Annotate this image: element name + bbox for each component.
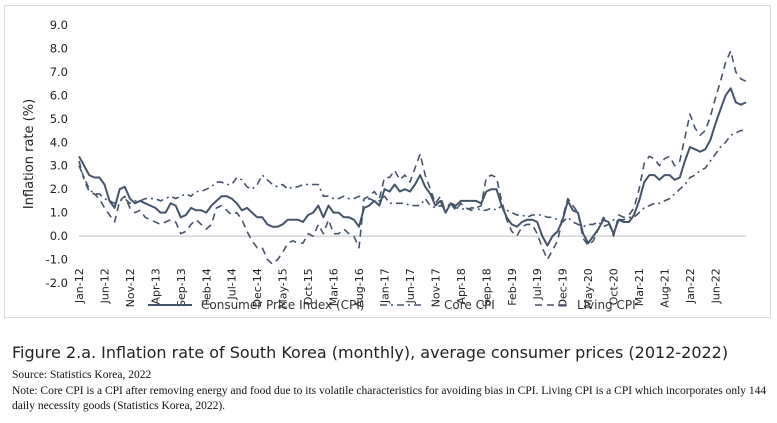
y-tick-label: 2.0 (50, 182, 68, 196)
x-tick-label: Apr-13 (149, 268, 162, 304)
x-tick-label: Nov-12 (124, 268, 137, 307)
y-tick-label: 5.0 (50, 112, 68, 126)
x-tick-label: Sep-18 (480, 268, 493, 307)
y-tick-label: 9.0 (50, 18, 68, 32)
x-tick-label: Aug-21 (659, 268, 672, 307)
legend-core-cpi-label: Core CPI (444, 298, 495, 312)
y-tick-label: 7.0 (50, 65, 68, 79)
figure-source: Source: Statistics Korea, 2022 (12, 369, 152, 381)
y-tick-label: -2.0 (46, 276, 68, 290)
x-tick-label: Aug-16 (353, 268, 366, 307)
x-tick-label: Dec-14 (251, 268, 264, 307)
y-tick-label: 6.0 (50, 88, 68, 102)
y-tick-label: 8.0 (50, 41, 68, 55)
x-tick-label: Nov-17 (429, 268, 442, 307)
x-tick-label: May-20 (582, 268, 595, 309)
y-tick-label: 4.0 (50, 135, 68, 149)
figure-note: Note: Core CPI is a CPI after removing e… (12, 385, 767, 412)
figure-caption: Figure 2.a. Inflation rate of South Kore… (12, 343, 729, 362)
x-tick-label: Mar-21 (633, 268, 646, 306)
x-tick-label: Mar-16 (328, 268, 341, 306)
legend-cpi-label: Consumer Price Index (CPI) (201, 298, 364, 312)
y-axis-label: Inflation rate (%) (22, 99, 37, 209)
y-tick-label: 3.0 (50, 159, 68, 173)
chart-frame (4, 5, 771, 318)
x-tick-label: Jul-19 (531, 268, 544, 300)
x-tick-label: May-15 (277, 268, 290, 309)
legend-living-cpi-label: Living CPI (577, 298, 636, 312)
inflation-line-chart: Inflation rate (%) 9.0 8.0 7.0 6.0 5.0 4.0 3.0 2… (22, 18, 747, 312)
x-tick-label: Jul-14 (226, 268, 239, 300)
x-tick-label: Oct-20 (608, 268, 621, 305)
x-tick-label: Feb-19 (506, 268, 519, 305)
x-tick-label: Apr-18 (455, 268, 468, 304)
core-cpi-series-line (78, 129, 746, 228)
x-tick-label: Jun-22 (709, 268, 722, 304)
x-tick-label: Feb-14 (200, 268, 213, 305)
x-tick-label: Jun-12 (98, 268, 111, 304)
x-tick-label: Jan-22 (684, 268, 697, 304)
x-tick-label: Oct-15 (302, 268, 315, 305)
x-tick-label: Jan-12 (73, 268, 86, 304)
y-tick-label: 1.0 (50, 206, 68, 220)
cpi-series-line (78, 87, 747, 247)
x-tick-label: Jan-17 (378, 268, 391, 304)
x-tick-label: Dec-19 (557, 268, 570, 307)
y-tick-label: 0.0 (50, 229, 68, 243)
x-tick-label: Jun-17 (404, 268, 417, 304)
living-cpi-series-line (78, 49, 747, 266)
x-tick-label: Sep-13 (175, 268, 188, 307)
y-tick-label: -1.0 (46, 253, 68, 267)
